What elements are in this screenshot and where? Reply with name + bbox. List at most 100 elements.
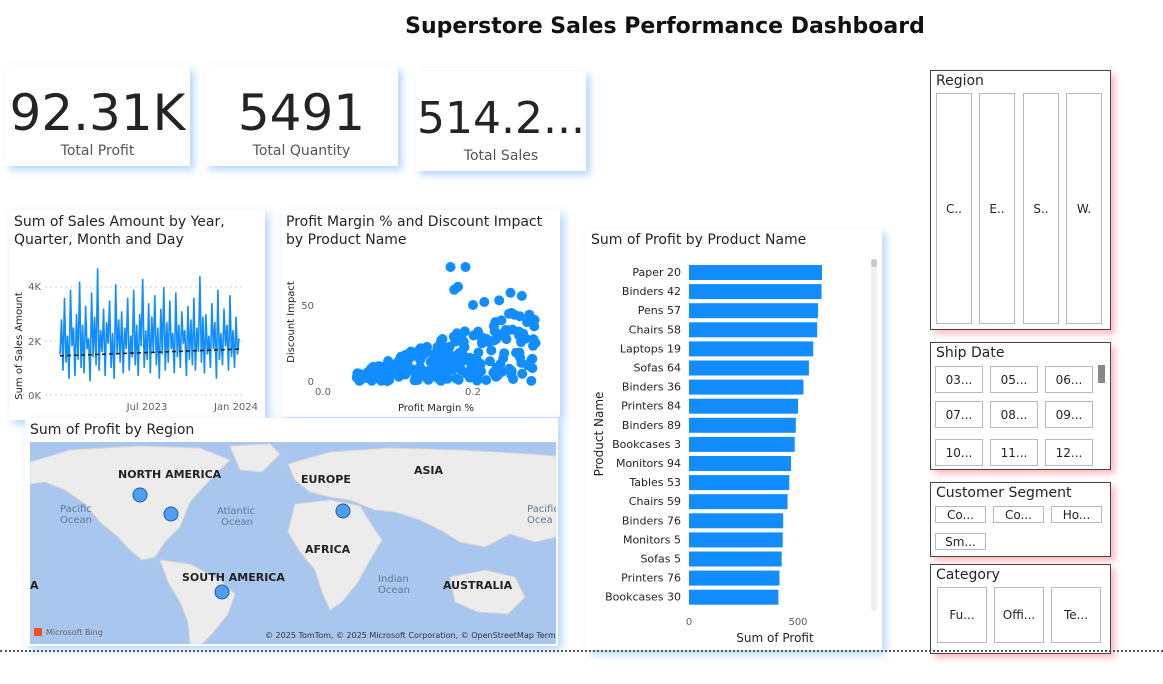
scatter-point[interactable]: [505, 287, 516, 298]
profit-bar[interactable]: [689, 589, 779, 605]
scatter-point[interactable]: [511, 347, 522, 358]
profit-bar[interactable]: [689, 532, 783, 548]
map-attribution[interactable]: © 2025 TomTom, © 2025 Microsoft Corporat…: [265, 631, 556, 640]
scatter-point[interactable]: [500, 325, 511, 335]
profit-bar[interactable]: [689, 265, 822, 280]
scatter-point[interactable]: [491, 362, 502, 373]
scatter-point[interactable]: [460, 262, 471, 272]
scatter-point[interactable]: [436, 375, 446, 386]
scatter-point[interactable]: [454, 335, 465, 346]
scatter-point[interactable]: [423, 366, 434, 377]
scatter-point[interactable]: [430, 348, 441, 359]
scatter-point[interactable]: [454, 361, 465, 372]
profit-bar[interactable]: [689, 284, 822, 300]
scatter-point[interactable]: [425, 356, 436, 367]
map-canvas[interactable]: NORTH AMERICA EUROPE ASIA AFRICA SOUTH A…: [30, 442, 556, 644]
profit-bar[interactable]: [689, 379, 804, 395]
scatter-point[interactable]: [476, 366, 487, 377]
region-tile[interactable]: S..: [1023, 93, 1059, 324]
profit-bar[interactable]: [689, 436, 795, 452]
ship-date-slicer[interactable]: Ship Date 03... 05... 06... 07... 08... …: [930, 342, 1111, 470]
scatter-point[interactable]: [484, 356, 495, 367]
map-bubble-south[interactable]: [214, 584, 230, 600]
segment-tile[interactable]: Sm...: [935, 533, 986, 550]
scatter-point[interactable]: [528, 334, 539, 345]
profit-bar[interactable]: [689, 398, 798, 414]
segment-tile[interactable]: Co...: [935, 506, 986, 523]
scatter-point[interactable]: [514, 311, 525, 322]
scatter-point[interactable]: [472, 375, 482, 386]
profit-bar[interactable]: [689, 417, 796, 433]
scatter-point[interactable]: [436, 339, 447, 350]
profit-bar[interactable]: [689, 475, 790, 491]
ship-date-tile[interactable]: 12...: [1045, 439, 1093, 466]
segment-tile[interactable]: Ho...: [1051, 506, 1102, 523]
scatter-point[interactable]: [468, 330, 479, 341]
profit-bar[interactable]: [689, 456, 792, 471]
kpi-total-sales[interactable]: 514.2... Total Sales: [416, 71, 586, 171]
map-visual[interactable]: Sum of Profit by Region NORTH AMERICA EU…: [25, 418, 558, 646]
profit-bar[interactable]: [689, 551, 782, 567]
scatter-point[interactable]: [464, 369, 474, 380]
scatter-point[interactable]: [492, 370, 503, 381]
ship-date-tile[interactable]: 10...: [935, 439, 983, 466]
profit-bar[interactable]: [689, 341, 814, 357]
ship-date-scroll-thumb[interactable]: [1098, 365, 1105, 383]
scatter-point[interactable]: [506, 369, 517, 380]
ship-date-tile[interactable]: 03...: [935, 366, 983, 393]
scatter-point[interactable]: [444, 341, 455, 352]
region-tile[interactable]: C..: [936, 93, 972, 324]
scatter-point[interactable]: [447, 364, 458, 375]
region-tile[interactable]: W.: [1066, 93, 1102, 324]
scatter-point[interactable]: [409, 366, 420, 377]
bar-chart-scrollbar[interactable]: [871, 259, 877, 611]
scatter-point[interactable]: [449, 284, 460, 295]
profit-bar[interactable]: [689, 303, 819, 319]
scatter-point[interactable]: [481, 375, 492, 386]
category-tile[interactable]: Fu...: [937, 587, 987, 643]
profit-bar[interactable]: [689, 494, 788, 510]
category-tile[interactable]: Te...: [1051, 587, 1101, 643]
map-bubble-west[interactable]: [132, 487, 148, 503]
map-bubble-central[interactable]: [163, 506, 179, 522]
scatter-point[interactable]: [517, 368, 528, 379]
scatter-point[interactable]: [526, 375, 537, 386]
sales-series-line[interactable]: [59, 268, 240, 382]
ship-date-tile[interactable]: 06...: [1045, 366, 1093, 393]
scatter-point[interactable]: [479, 297, 490, 307]
ship-date-tile[interactable]: 08...: [990, 401, 1038, 428]
scatter-point[interactable]: [504, 308, 514, 319]
ship-date-tile[interactable]: 07...: [935, 401, 983, 428]
category-slicer[interactable]: Category Fu... Offi... Te...: [930, 564, 1111, 654]
scatter-point[interactable]: [498, 353, 509, 364]
profit-bar[interactable]: [689, 570, 780, 586]
scatter-point[interactable]: [422, 347, 433, 358]
scatter-point[interactable]: [486, 345, 497, 356]
category-tile[interactable]: Offi...: [994, 587, 1044, 643]
bar-chart-scroll-thumb[interactable]: [871, 259, 877, 267]
profit-bar[interactable]: [689, 322, 818, 338]
segment-tile[interactable]: Co...: [993, 506, 1044, 523]
scatter-point[interactable]: [526, 355, 537, 366]
region-tile[interactable]: E..: [979, 93, 1015, 324]
scatter-point[interactable]: [514, 330, 524, 341]
scatter-point[interactable]: [357, 370, 368, 381]
scatter-point[interactable]: [451, 373, 461, 384]
scatter-point[interactable]: [529, 314, 540, 325]
scatter-point[interactable]: [393, 371, 404, 382]
scatter-point[interactable]: [468, 354, 479, 365]
kpi-total-quantity[interactable]: 5491 Total Quantity: [205, 66, 398, 166]
scatter-point[interactable]: [383, 359, 393, 370]
ship-date-tile[interactable]: 05...: [990, 366, 1038, 393]
customer-segment-slicer[interactable]: Customer Segment Co... Co... Ho... Sm...: [930, 482, 1111, 557]
scatter-point[interactable]: [398, 363, 409, 374]
scatter-point[interactable]: [468, 300, 478, 310]
map-bubble-east[interactable]: [335, 503, 351, 519]
ship-date-tile[interactable]: 11...: [990, 439, 1038, 466]
profit-bar[interactable]: [689, 513, 784, 529]
scatter-point[interactable]: [375, 370, 386, 381]
scatter-point[interactable]: [516, 290, 527, 301]
scatter-point[interactable]: [481, 334, 492, 345]
sales-trend-visual[interactable]: Sum of Sales Amount by Year, Quarter, Mo…: [9, 210, 265, 420]
scatter-point[interactable]: [494, 295, 505, 306]
